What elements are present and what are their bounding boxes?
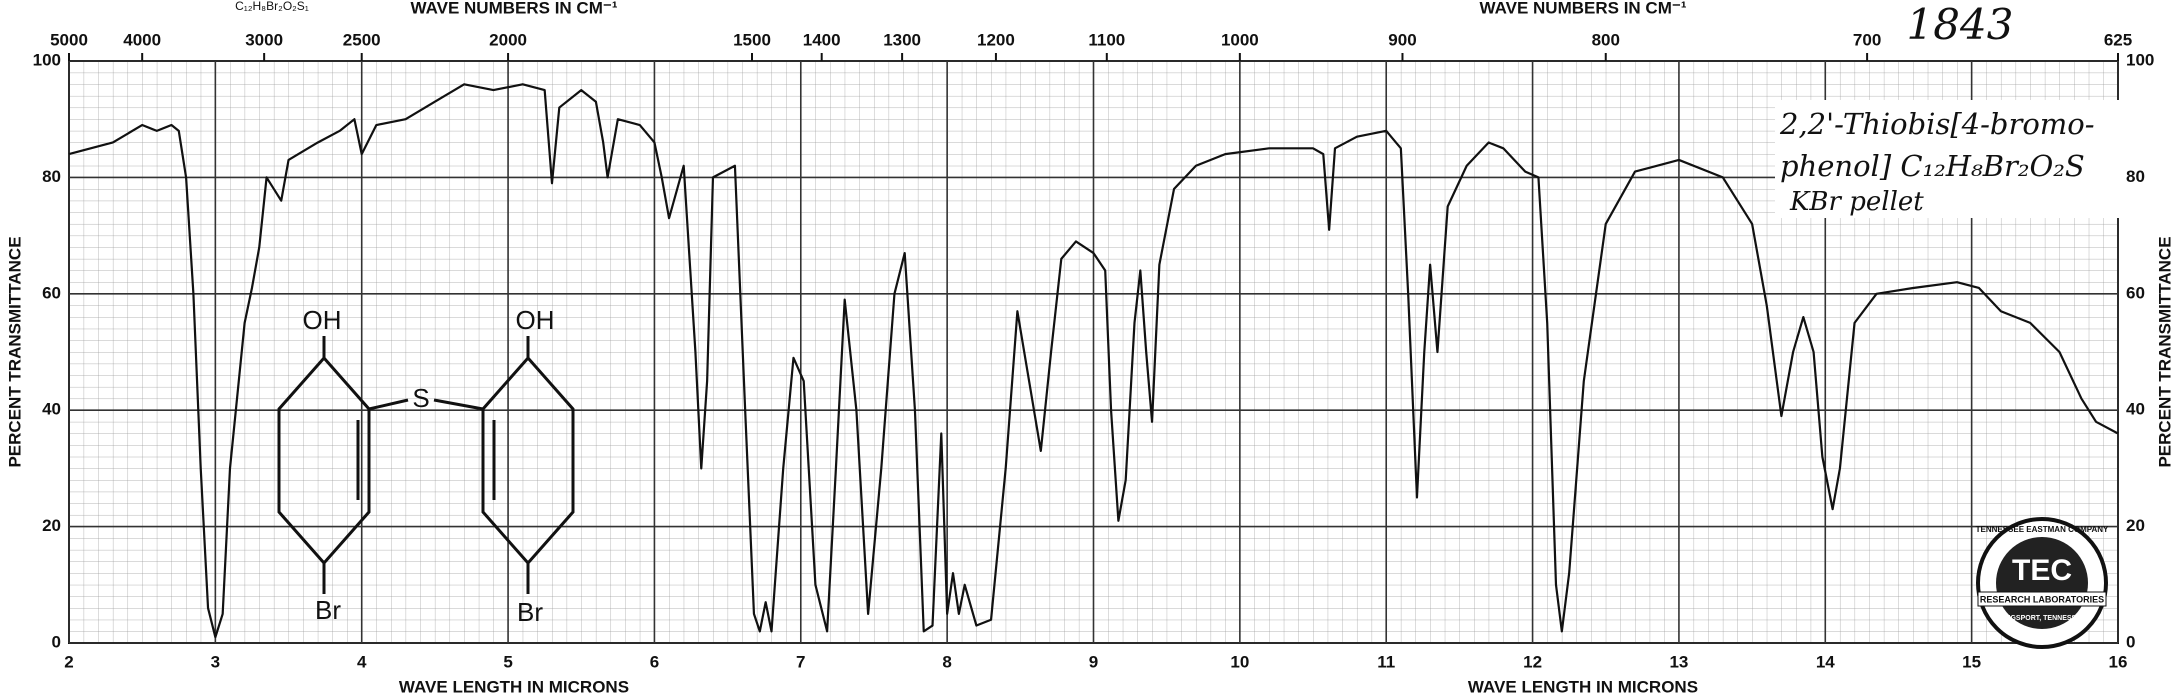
logo-text: TEC <box>2012 554 2072 587</box>
logo-text: KINGSPORT, TENNESSEE <box>1998 615 2085 622</box>
spectrum-line <box>68 83 2119 639</box>
top-tick-label: 1000 <box>1221 30 1259 49</box>
x-tick-label: 4 <box>357 652 367 671</box>
y-tick-label-right: 80 <box>2126 167 2145 186</box>
bond <box>368 398 409 411</box>
top-axis-label: WAVE NUMBERS IN CM⁻¹ <box>411 0 618 17</box>
top-tick-label: 4000 <box>123 30 161 49</box>
atom-label: Br <box>315 595 341 625</box>
logo: TENNESSEE EASTMAN COMPANY TEC RESEARCH L… <box>1976 517 2109 649</box>
x-tick-label: 11 <box>1377 652 1395 671</box>
x-tick-label: 15 <box>1962 652 1981 671</box>
y-tick-label-right: 40 <box>2126 400 2145 419</box>
top-tick-label: 1500 <box>733 30 771 49</box>
y-tick-label: 40 <box>42 400 61 419</box>
y-axis-label: PERCENT TRANSMITTANCE <box>5 236 24 467</box>
note-box <box>1775 100 2120 218</box>
top-tick-label: 700 <box>1853 30 1881 49</box>
y-tick-label: 60 <box>42 283 61 302</box>
x-tick-label: 13 <box>1669 652 1688 671</box>
x-axis-label: WAVE LENGTH IN MICRONS <box>399 677 629 696</box>
x-tick-label: 2 <box>64 652 73 671</box>
formula-label: C₁₂H₈Br₂O₂S₁ <box>235 0 309 13</box>
top-tick-label: 625 <box>2104 30 2132 49</box>
x-axis-label: WAVE LENGTH IN MICRONS <box>1468 677 1698 696</box>
x-tick-label: 6 <box>650 652 659 671</box>
compound-formula: phenol] C₁₂H₈Br₂O₂S <box>1780 149 2085 183</box>
y-tick-label: 0 <box>52 632 61 651</box>
compound-name: 2,2'-Thiobis[4-bromo- <box>1779 107 2095 141</box>
y-tick-label: 80 <box>42 167 61 186</box>
y-tick-label-right: 100 <box>2126 50 2154 69</box>
marks <box>68 83 2119 639</box>
logo-text: TENNESSEE EASTMAN COMPANY <box>1976 525 2109 534</box>
top-tick-label: 2500 <box>343 30 381 49</box>
x-tick-label: 12 <box>1523 652 1542 671</box>
atom-label: Br <box>517 597 543 627</box>
top-tick-label: 2000 <box>489 30 527 49</box>
logo-band <box>1977 591 2107 607</box>
bond <box>433 398 484 411</box>
top-axis-label: WAVE NUMBERS IN CM⁻¹ <box>1480 0 1687 17</box>
x-tick-label: 9 <box>1089 652 1098 671</box>
top-tick-label: 900 <box>1388 30 1416 49</box>
atom-label: S <box>412 383 429 413</box>
y-tick-label: 20 <box>42 516 61 535</box>
top-tick-label: 3000 <box>245 30 283 49</box>
y-tick-label-right: 20 <box>2126 516 2145 535</box>
x-tick-label: 7 <box>796 652 805 671</box>
x-tick-label: 14 <box>1816 652 1835 671</box>
top-tick-label: 1200 <box>977 30 1015 49</box>
y-tick-label-right: 0 <box>2126 632 2135 651</box>
top-tick-label: 1300 <box>883 30 921 49</box>
x-tick-label: 3 <box>211 652 220 671</box>
atom-label: OH <box>303 305 342 335</box>
structure <box>277 336 575 594</box>
top-tick-label: 1400 <box>803 30 841 49</box>
x-tick-label: 10 <box>1230 652 1249 671</box>
top-tick-label: 1100 <box>1088 30 1125 49</box>
y-tick-label-right: 60 <box>2126 283 2145 302</box>
y-axis-label: PERCENT TRANSMITTANCE <box>2155 236 2174 467</box>
top-tick-label: 800 <box>1592 30 1620 49</box>
ticks: 0 0 20 20 40 40 60 60 80 80 100 100 2 3 4 5 6 7 8 9 10 11 12 13… <box>33 30 2155 671</box>
x-tick-label: 8 <box>942 652 951 671</box>
atom-label: OH <box>516 305 555 335</box>
y-tick-label: 100 <box>33 50 61 69</box>
x-tick-label: 5 <box>503 652 512 671</box>
logo-text: RESEARCH LABORATORIES <box>1980 594 2104 604</box>
sample-number: 1843 <box>1907 0 2014 49</box>
sample-prep: KBr pellet <box>1789 187 1924 217</box>
x-tick-label: 16 <box>2109 652 2128 671</box>
top-tick-label: 5000 <box>50 30 88 49</box>
